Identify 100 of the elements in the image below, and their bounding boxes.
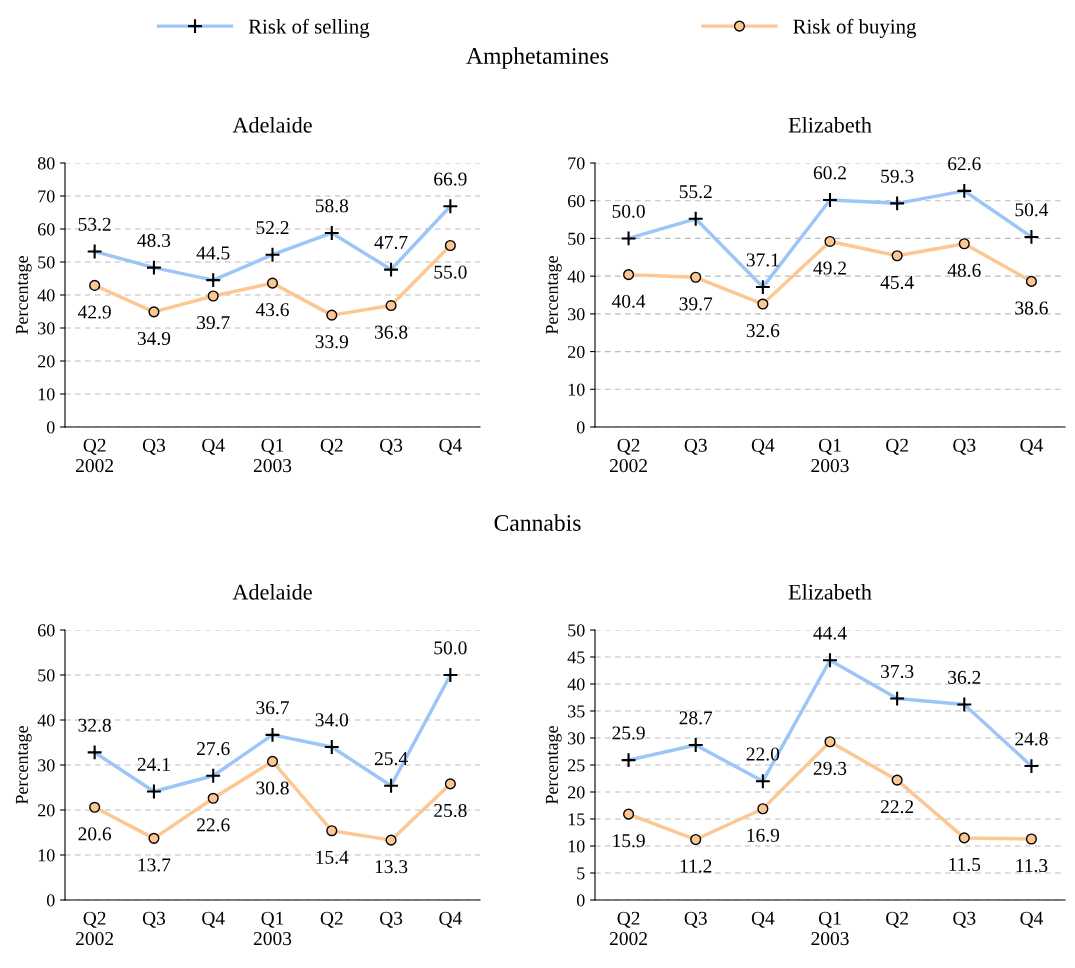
x-tick-label: Q4 xyxy=(751,911,775,928)
point xyxy=(1025,833,1037,845)
data-label: 59.3 xyxy=(881,169,914,183)
data-label: 55.0 xyxy=(434,265,467,279)
y-axis-title: Percentage xyxy=(15,256,32,335)
data-label: 50.0 xyxy=(612,204,645,218)
data-label: 20.6 xyxy=(78,827,112,841)
data-label: 55.2 xyxy=(679,185,712,199)
data-label: 45.4 xyxy=(880,275,914,289)
data-label: 32.6 xyxy=(746,324,780,338)
point xyxy=(690,271,702,283)
text: Cannabis xyxy=(494,514,581,531)
x-tick-label: Q4 xyxy=(751,438,775,455)
y-tick-label: 30 xyxy=(568,308,585,321)
point xyxy=(1025,275,1037,287)
x-tick-label: Q3 xyxy=(379,438,403,455)
y-tick-label: 0 xyxy=(46,894,55,907)
data-label: 24.1 xyxy=(137,757,170,772)
point xyxy=(207,792,219,804)
data-label: 39.7 xyxy=(197,316,230,330)
y-tick-label: 10 xyxy=(568,840,585,853)
x-tick-label: Q2 2002 xyxy=(609,911,647,946)
x-tick-label: Q3 xyxy=(684,911,707,928)
y-tick-label: 50 xyxy=(568,624,585,637)
y-tick-label: 20 xyxy=(568,345,585,359)
data-label: 40.4 xyxy=(611,294,646,308)
y-tick-label: 40 xyxy=(37,714,55,727)
y-axis-title: Percentage xyxy=(545,726,562,805)
point xyxy=(266,277,279,289)
point xyxy=(385,834,397,846)
chart-title: Adelaide xyxy=(232,117,312,133)
data-label: 13.3 xyxy=(375,860,408,874)
x-tick-label: Q3 xyxy=(142,438,166,455)
data-label: 44.4 xyxy=(813,626,847,640)
point xyxy=(757,298,769,310)
data-label: 36.2 xyxy=(948,670,981,684)
x-tick-label: Q2 xyxy=(886,438,908,455)
data-label: 36.7 xyxy=(256,701,289,715)
x-tick-label: Q1 2003 xyxy=(811,438,849,473)
y-tick-label: 20 xyxy=(38,804,55,817)
data-label: 34.0 xyxy=(315,713,349,727)
point xyxy=(444,239,456,252)
point xyxy=(148,306,160,318)
x-tick-label: Q4 xyxy=(1020,911,1044,928)
data-label: 22.2 xyxy=(880,800,914,814)
data-label: 11.5 xyxy=(949,858,981,872)
data-label: 25.8 xyxy=(434,803,467,818)
text: Amphetamines xyxy=(466,47,609,69)
x-tick-label: Q4 xyxy=(1020,438,1044,455)
point xyxy=(385,300,397,312)
x-tick-label: Q1 2003 xyxy=(253,438,292,473)
y-tick-label: 20 xyxy=(38,355,55,368)
y-tick-label: 0 xyxy=(576,894,585,907)
point xyxy=(824,235,836,248)
data-label: 43.6 xyxy=(255,303,289,317)
x-tick-label: Q3 xyxy=(953,911,976,928)
y-tick-label: 60 xyxy=(38,624,55,637)
data-label: 25.4 xyxy=(374,752,408,766)
data-label: 32.8 xyxy=(78,718,111,732)
point xyxy=(891,774,903,786)
point xyxy=(690,833,702,846)
y-tick-label: 60 xyxy=(38,223,55,236)
data-label: 50.0 xyxy=(434,641,467,655)
y-tick-label: 10 xyxy=(38,388,55,401)
data-label: 60.2 xyxy=(813,166,846,180)
y-tick-label: 0 xyxy=(576,421,585,434)
data-label: 22.0 xyxy=(746,747,780,761)
data-label: 34.9 xyxy=(137,331,171,346)
data-label: 44.5 xyxy=(196,246,230,260)
x-tick-label: Q1 2003 xyxy=(253,911,292,946)
y-tick-label: 15 xyxy=(568,813,585,826)
x-tick-label: Q1 2003 xyxy=(811,911,849,946)
point xyxy=(148,832,160,844)
legend-label: Risk of selling xyxy=(248,18,370,38)
y-tick-label: 30 xyxy=(568,732,585,745)
point xyxy=(89,279,101,291)
point xyxy=(824,736,836,748)
data-label: 27.6 xyxy=(197,742,230,756)
data-label: 11.2 xyxy=(680,859,712,873)
y-tick-label: 25 xyxy=(568,759,585,772)
y-tick-label: 70 xyxy=(38,190,55,203)
x-tick-label: Q4 xyxy=(202,438,225,455)
data-label: 15.9 xyxy=(613,834,645,848)
point xyxy=(958,832,970,844)
x-tick-label: Q2 xyxy=(320,911,343,928)
data-label: 52.2 xyxy=(256,221,289,235)
point xyxy=(326,825,338,837)
x-tick-label: Q2 xyxy=(320,438,343,455)
data-label: 53.2 xyxy=(78,217,111,231)
data-label: 22.6 xyxy=(197,818,230,832)
data-label: 66.9 xyxy=(434,172,467,186)
data-label: 29.3 xyxy=(813,761,847,775)
data-label: 58.8 xyxy=(315,199,349,213)
x-tick-label: Q3 xyxy=(379,911,403,928)
x-tick-label: Q3 xyxy=(953,438,976,455)
point xyxy=(326,309,338,321)
point xyxy=(207,290,219,302)
data-label: 39.7 xyxy=(679,297,713,311)
chart-title: Adelaide xyxy=(232,584,312,600)
y-axis-title: Percentage xyxy=(15,726,32,805)
